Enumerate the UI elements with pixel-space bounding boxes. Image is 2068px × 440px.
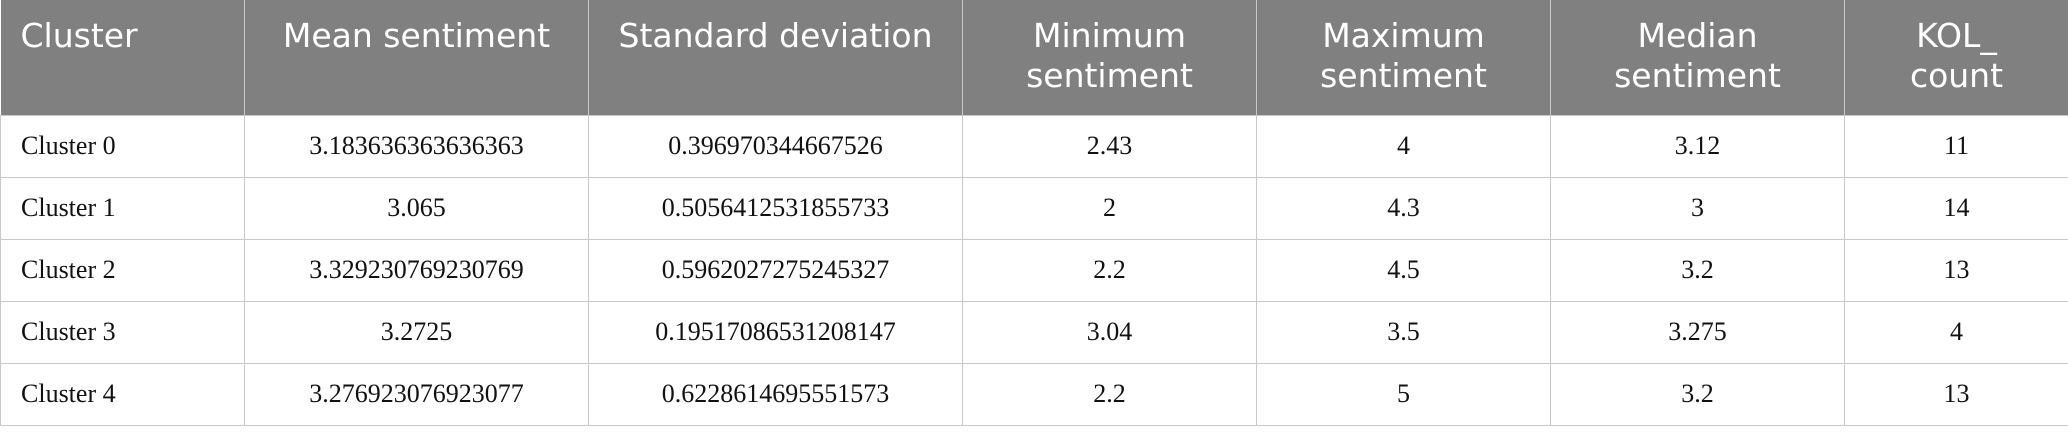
table-cell: 3 bbox=[1550, 176, 1845, 240]
header-cell: Standard deviation bbox=[588, 0, 963, 115]
table-row: Cluster 1 3.065 0.5056412531855733 2 4.3 3 14 bbox=[0, 176, 2068, 240]
table-cell: Cluster 0 bbox=[0, 114, 245, 178]
table-cell: Cluster 1 bbox=[0, 176, 245, 240]
table-cell: 0.396970344667526 bbox=[588, 114, 963, 178]
table-cell: 3.2725 bbox=[244, 300, 589, 364]
table-cell: 0.5962027275245327 bbox=[588, 238, 963, 302]
header-cell: Maximum sentiment bbox=[1256, 0, 1551, 115]
table-cell: 0.6228614695551573 bbox=[588, 362, 963, 426]
table-cell: 2 bbox=[962, 176, 1257, 240]
table-cell: 3.04 bbox=[962, 300, 1257, 364]
table-cell: 13 bbox=[1844, 362, 2068, 426]
table-cell: 4 bbox=[1844, 300, 2068, 364]
table-cell: 3.12 bbox=[1550, 114, 1845, 178]
table-cell: 3.276923076923077 bbox=[244, 362, 589, 426]
table-cell: 3.275 bbox=[1550, 300, 1845, 364]
table-cell: Cluster 3 bbox=[0, 300, 245, 364]
table-row: Cluster 2 3.329230769230769 0.596202727524… bbox=[0, 238, 2068, 302]
table-row: Cluster 4 3.276923076923077 0.622861469555… bbox=[0, 362, 2068, 426]
table-cell: 4.5 bbox=[1256, 238, 1551, 302]
table-cell: 4.3 bbox=[1256, 176, 1551, 240]
table-body: Cluster 0 3.183636363636363 0.396970344667… bbox=[0, 114, 2068, 426]
header-cell: Median sentiment bbox=[1550, 0, 1845, 115]
table-cell: 5 bbox=[1256, 362, 1551, 426]
table-cell: 3.2 bbox=[1550, 238, 1845, 302]
table-cell: Cluster 4 bbox=[0, 362, 245, 426]
table-cell: 3.2 bbox=[1550, 362, 1845, 426]
table-cell: 0.19517086531208147 bbox=[588, 300, 963, 364]
table-cell: 3.329230769230769 bbox=[244, 238, 589, 302]
table-cell: 2.43 bbox=[962, 114, 1257, 178]
table-row: Cluster 3 3.2725 0.19517086531208147 3.04 3.… bbox=[0, 300, 2068, 364]
table-cell: 11 bbox=[1844, 114, 2068, 178]
header-cell: Mean sentiment bbox=[244, 0, 589, 115]
table-cell: 3.065 bbox=[244, 176, 589, 240]
header-cell: KOL_ count bbox=[1844, 0, 2068, 115]
table-cell: 3.183636363636363 bbox=[244, 114, 589, 178]
header-row: Cluster Mean sentiment Standard deviation M… bbox=[0, 0, 2068, 115]
table-cell: 13 bbox=[1844, 238, 2068, 302]
table-cell: 14 bbox=[1844, 176, 2068, 240]
header-cell: Cluster bbox=[0, 0, 245, 115]
table-cell: 4 bbox=[1256, 114, 1551, 178]
table-cell: Cluster 2 bbox=[0, 238, 245, 302]
table-row: Cluster 0 3.183636363636363 0.396970344667… bbox=[0, 114, 2068, 178]
data-table: Cluster Mean sentiment Standard deviation M… bbox=[0, 0, 2068, 426]
header-cell: Minimum sentiment bbox=[962, 0, 1257, 115]
table-cell: 0.5056412531855733 bbox=[588, 176, 963, 240]
table-cell: 2.2 bbox=[962, 238, 1257, 302]
table-cell: 2.2 bbox=[962, 362, 1257, 426]
table-cell: 3.5 bbox=[1256, 300, 1551, 364]
